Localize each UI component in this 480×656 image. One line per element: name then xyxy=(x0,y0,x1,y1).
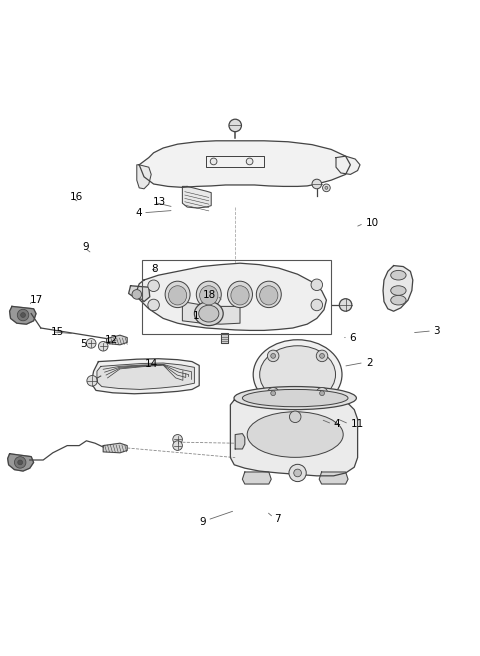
Ellipse shape xyxy=(253,340,342,409)
Polygon shape xyxy=(230,390,358,476)
Text: 12: 12 xyxy=(105,335,118,344)
Circle shape xyxy=(17,309,29,321)
Ellipse shape xyxy=(260,346,336,403)
Polygon shape xyxy=(97,363,194,390)
Circle shape xyxy=(294,469,301,477)
Text: 1: 1 xyxy=(192,311,199,321)
Circle shape xyxy=(289,411,301,422)
Circle shape xyxy=(320,354,324,358)
Text: 3: 3 xyxy=(433,326,440,336)
Ellipse shape xyxy=(228,281,252,308)
Polygon shape xyxy=(182,186,211,208)
Polygon shape xyxy=(221,333,228,343)
Text: 4: 4 xyxy=(135,208,142,218)
Text: 15: 15 xyxy=(50,327,64,337)
Circle shape xyxy=(316,388,328,399)
Polygon shape xyxy=(91,359,199,394)
Text: 7: 7 xyxy=(275,514,281,524)
Polygon shape xyxy=(8,454,34,471)
Circle shape xyxy=(148,280,159,291)
Ellipse shape xyxy=(256,281,281,308)
Circle shape xyxy=(210,158,217,165)
Text: 14: 14 xyxy=(145,359,158,369)
Text: 9: 9 xyxy=(83,242,89,253)
Circle shape xyxy=(311,279,323,291)
Ellipse shape xyxy=(391,270,406,280)
Text: 5: 5 xyxy=(80,339,86,349)
Circle shape xyxy=(339,298,352,311)
Circle shape xyxy=(325,186,328,190)
Circle shape xyxy=(312,179,322,189)
Ellipse shape xyxy=(391,295,406,305)
Polygon shape xyxy=(103,443,127,453)
Ellipse shape xyxy=(260,286,278,305)
Text: 11: 11 xyxy=(350,419,364,429)
Ellipse shape xyxy=(242,390,348,407)
Circle shape xyxy=(311,299,323,311)
Circle shape xyxy=(173,434,182,444)
Circle shape xyxy=(87,375,97,386)
Circle shape xyxy=(246,158,253,165)
Circle shape xyxy=(148,299,159,311)
Polygon shape xyxy=(182,302,240,324)
Circle shape xyxy=(98,341,108,351)
Circle shape xyxy=(173,441,182,451)
Polygon shape xyxy=(10,306,36,324)
Circle shape xyxy=(229,119,241,132)
Ellipse shape xyxy=(231,286,249,305)
Polygon shape xyxy=(242,472,271,484)
Circle shape xyxy=(14,457,26,468)
Circle shape xyxy=(86,338,96,348)
Ellipse shape xyxy=(391,286,406,295)
Circle shape xyxy=(316,350,328,361)
Circle shape xyxy=(267,388,279,399)
Circle shape xyxy=(267,350,279,361)
Text: 13: 13 xyxy=(153,197,166,207)
Circle shape xyxy=(21,313,25,318)
Ellipse shape xyxy=(196,281,221,308)
Circle shape xyxy=(18,460,23,465)
Polygon shape xyxy=(336,156,360,174)
Ellipse shape xyxy=(168,286,187,305)
Circle shape xyxy=(271,354,276,358)
Text: 4: 4 xyxy=(334,419,340,429)
Circle shape xyxy=(320,391,324,396)
Ellipse shape xyxy=(200,286,218,305)
Ellipse shape xyxy=(234,386,356,409)
Text: 6: 6 xyxy=(349,333,356,342)
Text: 9: 9 xyxy=(200,518,206,527)
Polygon shape xyxy=(137,165,151,189)
Bar xyxy=(142,260,331,335)
Polygon shape xyxy=(129,286,150,302)
Polygon shape xyxy=(235,434,245,449)
Text: 10: 10 xyxy=(366,218,379,228)
Text: 16: 16 xyxy=(70,192,83,203)
Ellipse shape xyxy=(194,302,223,325)
Text: 2: 2 xyxy=(366,358,372,367)
Polygon shape xyxy=(139,141,350,188)
Polygon shape xyxy=(383,266,413,311)
Text: 8: 8 xyxy=(152,264,158,274)
Polygon shape xyxy=(319,472,348,484)
Circle shape xyxy=(271,391,276,396)
Polygon shape xyxy=(137,263,326,331)
Text: 17: 17 xyxy=(30,295,43,305)
Ellipse shape xyxy=(199,305,219,322)
Ellipse shape xyxy=(165,281,190,308)
Circle shape xyxy=(289,464,306,482)
Text: 18: 18 xyxy=(203,291,216,300)
Ellipse shape xyxy=(247,412,343,457)
Polygon shape xyxy=(107,335,127,345)
Circle shape xyxy=(323,184,330,192)
Circle shape xyxy=(132,289,142,299)
